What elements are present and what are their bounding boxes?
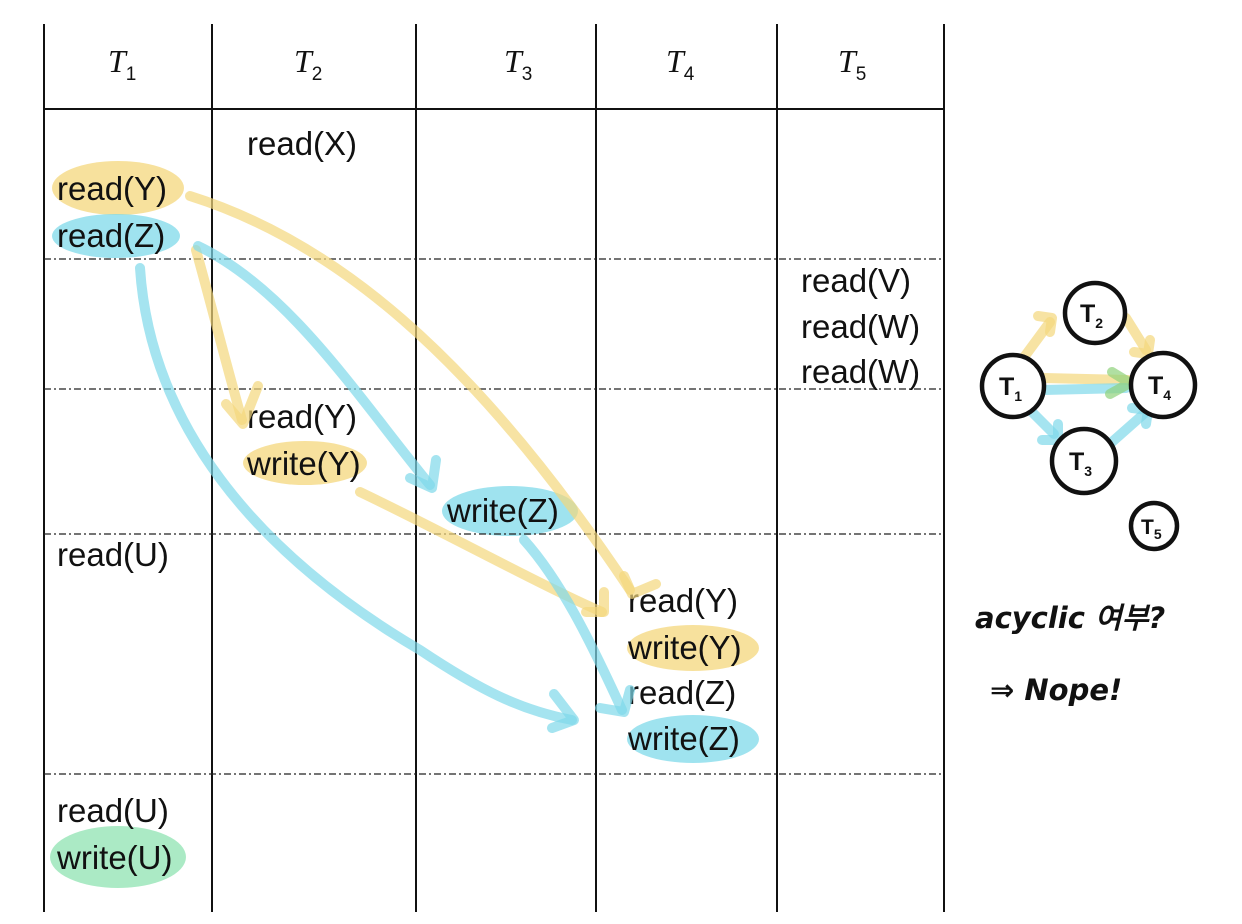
schedule-operations: read(X) read(Y) read(Z) read(V) read(W) … (56, 125, 920, 876)
highlight-t1-read-y (52, 161, 184, 215)
highlight-t2-write-y (243, 441, 367, 485)
op-t1-read-u: read(U) (57, 536, 169, 573)
conflict-arrows (135, 191, 661, 733)
arrow-t2-writey-to-t4-ready (355, 487, 607, 617)
highlight-t4-write-y (627, 625, 759, 671)
graph-edge-t3-t4 (1107, 407, 1151, 447)
svg-text:T4: T4 (1148, 372, 1171, 403)
op-t5-read-w: read(W) (801, 353, 920, 390)
op-t4-write-z: write(Z) (627, 720, 740, 757)
svg-text:T2: T2 (1080, 300, 1103, 331)
arrow-t1-readz-to-t4-writez (135, 263, 577, 725)
graph-node-t4: T4 (1128, 350, 1198, 420)
op-t2-read-y: read(Y) (247, 398, 357, 435)
schedule-grid (43, 24, 945, 912)
graph-node-t1: T1 (979, 352, 1047, 420)
header-t3: T3 (504, 43, 532, 85)
arrowhead (1129, 335, 1155, 359)
arrowhead (595, 685, 635, 717)
note-question: acyclic 여부? (975, 601, 1165, 635)
graph-node-t3: T3 (1049, 426, 1119, 496)
arrowhead (405, 455, 441, 493)
highlight-t1-read-z (52, 214, 180, 258)
graph-edge-t2-t4 (1121, 313, 1151, 355)
header-t5: T5 (838, 43, 866, 85)
op-t1-read-u: read(U) (57, 792, 169, 829)
op-t2-write-y: write(Y) (246, 445, 361, 482)
op-t5-read-v: read(V) (801, 262, 911, 299)
precedence-graph: T2 T1 T4 T3 T5 (979, 280, 1198, 552)
op-t2-read-x: read(X) (247, 125, 357, 162)
arrow-t3-writez-to-t4-writez (519, 535, 627, 715)
arrow-t1-ready-to-t2-writey (191, 245, 247, 425)
op-t4-read-z: read(Z) (628, 674, 736, 711)
arrow-t1-readz-to-t3-writez (193, 241, 435, 490)
header-t1: T1 (108, 43, 136, 85)
op-t4-write-y: write(Y) (627, 629, 742, 666)
op-t1-read-z: read(Z) (57, 217, 165, 254)
op-t3-write-z: write(Z) (446, 492, 559, 529)
highlights (50, 161, 759, 888)
handwritten-notes: acyclic 여부? ⇒ Nope! (975, 601, 1165, 707)
graph-edge-t1-t2 (1017, 317, 1055, 365)
arrowhead (581, 587, 609, 617)
highlight-t1-write-u (50, 826, 186, 888)
header-t4: T4 (666, 43, 695, 85)
graph-node-t2: T2 (1062, 280, 1128, 346)
graph-node-t5: T5 (1128, 500, 1180, 552)
arrow-t1-ready-to-t4-writey (185, 191, 635, 595)
op-t1-read-y: read(Y) (57, 170, 167, 207)
header-t2: T2 (294, 43, 322, 85)
op-t1-write-u: write(U) (56, 839, 172, 876)
column-headers: T1 T2 T3 T4 T5 (108, 43, 866, 85)
arrowhead (619, 571, 661, 599)
op-t5-read-w: read(W) (801, 308, 920, 345)
svg-text:T5: T5 (1141, 516, 1162, 542)
highlight-t3-write-z (442, 486, 578, 536)
arrowhead (547, 689, 579, 733)
graph-edge-t1-t3 (1027, 407, 1059, 439)
graph-edge-t1-t4-yellow (1039, 373, 1133, 385)
svg-text:T1: T1 (999, 373, 1022, 404)
svg-text:T3: T3 (1069, 448, 1092, 479)
arrowhead (221, 381, 263, 429)
note-answer: ⇒ Nope! (990, 673, 1122, 707)
arrowhead (1033, 311, 1057, 337)
highlight-t4-write-z (627, 715, 759, 763)
